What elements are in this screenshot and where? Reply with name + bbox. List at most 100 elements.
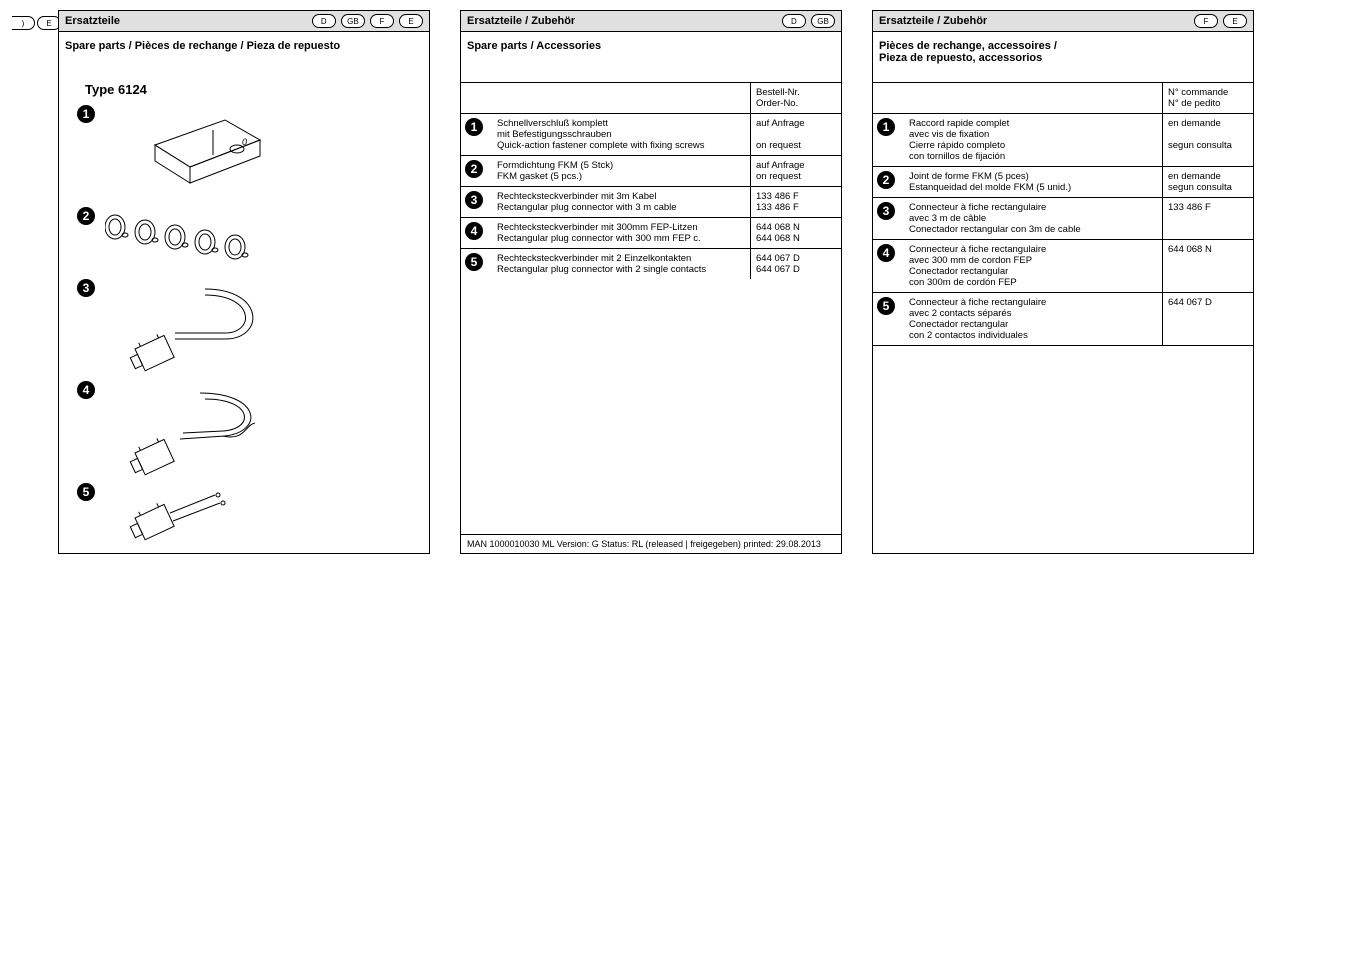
num-circle: 3 [465, 191, 483, 209]
desc: Conectador rectangular [909, 319, 1008, 330]
desc: Cierre rápido completo [909, 140, 1005, 151]
num-circle: 1 [877, 118, 895, 136]
mid-title: Ersatzteile / Zubehör [467, 15, 575, 27]
right-lang-pills: F E [1192, 14, 1247, 28]
num-circle-1: 1 [77, 105, 95, 123]
left-title: Ersatzteile [65, 15, 120, 27]
right-sub-b: Pieza de repuesto, accessorios [879, 52, 1042, 64]
num-circle-5: 5 [77, 483, 95, 501]
mid-subtitle: Spare parts / Accessories [461, 32, 841, 76]
illus-1: 0 [105, 105, 285, 195]
right-title: Ersatzteile / Zubehör [879, 15, 987, 27]
desc: Connecteur à fiche rectangulaire [909, 244, 1046, 255]
val: on request [756, 140, 801, 151]
leading-badges: ) E [10, 10, 58, 554]
val: 133 486 F [756, 191, 799, 202]
val: on request [756, 171, 801, 182]
right-h2a: N° commande [1168, 87, 1228, 98]
desc: avec vis de fixation [909, 129, 989, 140]
mid-title-bar: Ersatzteile / Zubehör D GB [461, 11, 841, 32]
illustration-list: 1 0 2 [59, 101, 429, 553]
illus-3 [105, 279, 285, 369]
desc: Formdichtung FKM (5 Stck) [497, 160, 613, 171]
left-title-bar: Ersatzteile D GB F E [59, 11, 429, 32]
num-circle-2: 2 [77, 207, 95, 225]
table-row: 3 Rechtecksteckverbinder mit 3m Kabel Re… [461, 187, 841, 218]
desc: Joint de forme FKM (5 pces) [909, 171, 1029, 182]
table-row: 3 Connecteur à fiche rectangulaire avec … [873, 198, 1253, 240]
val: 133 486 F [756, 202, 799, 213]
column-left: Ersatzteile D GB F E Spare parts / Pièce… [58, 10, 430, 554]
desc: Rechtecksteckverbinder mit 3m Kabel [497, 191, 656, 202]
desc: Connecteur à fiche rectangulaire [909, 202, 1046, 213]
desc: con 2 contactos individuales [909, 330, 1028, 341]
num-circle: 4 [465, 222, 483, 240]
desc: Conectador rectangular con 3m de cable [909, 224, 1081, 235]
num-circle-3: 3 [77, 279, 95, 297]
column-right: Ersatzteile / Zubehör F E Pièces de rech… [872, 10, 1254, 554]
lang-pill: F [370, 14, 394, 28]
val: 644 067 D [756, 264, 800, 275]
desc: Rechtecksteckverbinder mit 300mm FEP-Lit… [497, 222, 698, 233]
illus-row-4: 4 [77, 381, 419, 471]
illus-5 [105, 483, 285, 543]
val: 644 068 N [1168, 244, 1212, 255]
desc: Rectangular plug connector with 300 mm F… [497, 233, 701, 244]
desc: Rechtecksteckverbinder mit 2 Einzelkonta… [497, 253, 691, 264]
svg-text:0: 0 [242, 137, 247, 147]
mid-h2b: Order-No. [756, 98, 798, 109]
table-row: 1 Schnellverschluß komplett mit Befestig… [461, 114, 841, 156]
lang-pill: GB [811, 14, 835, 28]
right-title-bar: Ersatzteile / Zubehör F E [873, 11, 1253, 32]
desc: Estanqueidad del molde FKM (5 unid.) [909, 182, 1071, 193]
right-table: N° commande N° de pedito 1 Raccord rapid… [873, 82, 1253, 464]
num-circle: 2 [877, 171, 895, 189]
val: en demande [1168, 118, 1221, 129]
desc: Rectangular plug connector with 2 single… [497, 264, 706, 275]
left-lang-pills: D GB F E [310, 14, 423, 28]
illus-2 [105, 207, 285, 267]
val: auf Anfrage [756, 118, 805, 129]
illus-4 [105, 381, 285, 471]
column-mid: Ersatzteile / Zubehör D GB Spare parts /… [460, 10, 842, 554]
lang-pill: GB [341, 14, 365, 28]
desc: Raccord rapide complet [909, 118, 1009, 129]
desc: Quick-action fastener complete with fixi… [497, 140, 705, 151]
right-sub-a: Pièces de rechange, accessoires / [879, 40, 1057, 52]
left-subtitle: Spare parts / Pièces de rechange / Pieza… [59, 32, 429, 76]
val: auf Anfrage [756, 160, 805, 171]
val: 133 486 F [1168, 202, 1211, 213]
num-circle: 5 [877, 297, 895, 315]
num-circle-4: 4 [77, 381, 95, 399]
illus-row-5: 5 [77, 483, 419, 543]
lang-pill: D [312, 14, 336, 28]
desc: con 300m de cordón FEP [909, 277, 1017, 288]
table-row: 4 Connecteur à fiche rectangulaire avec … [873, 240, 1253, 293]
illus-row-3: 3 [77, 279, 419, 369]
desc: Conectador rectangular [909, 266, 1008, 277]
mid-lang-pills: D GB [780, 14, 835, 28]
val: en demande [1168, 171, 1221, 182]
right-h2b: N° de pedito [1168, 98, 1220, 109]
page: ) E Ersatzteile D GB F E Spare parts / P… [10, 10, 1341, 554]
illus-row-1: 1 0 [77, 105, 419, 195]
table-row: 5 Connecteur à fiche rectangulaire avec … [873, 293, 1253, 346]
desc: FKM gasket (5 pcs.) [497, 171, 582, 182]
num-circle: 4 [877, 244, 895, 262]
table-row: 2 Joint de forme FKM (5 pces) Estanqueid… [873, 167, 1253, 198]
desc: avec 300 mm de cordon FEP [909, 255, 1032, 266]
val: segun consulta [1168, 140, 1232, 151]
mid-table: Bestell-Nr. Order-No. 1 Schnellverschluß… [461, 82, 841, 279]
val: segun consulta [1168, 182, 1232, 193]
mid-h2a: Bestell-Nr. [756, 87, 800, 98]
right-subtitle: Pièces de rechange, accessoires / Pieza … [873, 32, 1253, 76]
desc: mit Befestigungsschrauben [497, 129, 612, 140]
num-circle: 3 [877, 202, 895, 220]
mid-footer: MAN 1000010030 ML Version: G Status: RL … [461, 534, 841, 553]
lang-pill: E [399, 14, 423, 28]
desc: Schnellverschluß komplett [497, 118, 608, 129]
desc: con tornillos de fijación [909, 151, 1005, 162]
table-row: 4 Rechtecksteckverbinder mit 300mm FEP-L… [461, 218, 841, 249]
lang-pill: E [1223, 14, 1247, 28]
desc: avec 2 contacts séparés [909, 308, 1011, 319]
